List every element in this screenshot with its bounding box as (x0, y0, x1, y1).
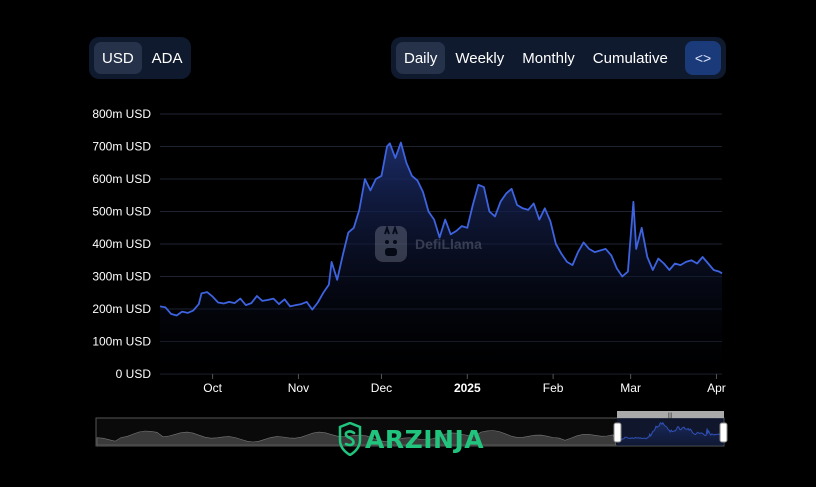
y-tick-label: 800m USD (92, 107, 151, 121)
y-tick-label: 400m USD (92, 237, 151, 251)
preview-area-selected (617, 422, 724, 445)
preview-line-selected (616, 421, 725, 440)
x-tick-label: Nov (288, 381, 309, 395)
y-tick-label: 0 USD (116, 367, 152, 381)
y-tick-label: 100m USD (92, 335, 151, 349)
watermark-text: DefiLlama (415, 236, 482, 252)
y-tick-label: 600m USD (92, 172, 151, 186)
currency-usd-button[interactable]: USD (94, 42, 142, 74)
y-tick-label: 200m USD (92, 302, 151, 316)
series-line (159, 141, 723, 317)
period-daily-button[interactable]: Daily (396, 42, 446, 74)
arzinja-logo: ARZINJA (338, 422, 484, 456)
y-axis: 0 USD 100m USD 200m USD 300m USD 400m USD 500… (92, 107, 151, 381)
period-cumulative-button[interactable]: Cumulative (592, 49, 668, 67)
drag-grip-icon: ||| (668, 413, 673, 419)
period-weekly-button[interactable]: Weekly (455, 49, 505, 67)
x-tick-label: Dec (371, 381, 392, 395)
zoom-slider-drag-bar[interactable] (617, 411, 724, 418)
defillama-watermark: DefiLlama (373, 224, 482, 264)
zoom-slider-preview (96, 421, 725, 446)
zoom-slider-left-handle[interactable] (613, 422, 622, 443)
zoom-slider-selection[interactable] (617, 418, 724, 446)
arzinja-shield-icon (338, 422, 362, 456)
period-monthly-button[interactable]: Monthly (522, 49, 575, 67)
chart-plot (159, 141, 723, 374)
zoom-slider-right-handle[interactable] (719, 422, 728, 443)
arzinja-wordmark: ARZINJA (365, 424, 485, 454)
x-tick-label: 2025 (454, 381, 481, 395)
llama-logo-icon (375, 224, 407, 262)
x-axis: Oct Nov Dec 2025 Feb Mar Apr (203, 374, 726, 395)
x-tick-label: Feb (543, 381, 564, 395)
y-tick-label: 700m USD (92, 140, 151, 154)
y-tick-label: 500m USD (92, 205, 151, 219)
zoom-slider[interactable]: ||| (95, 411, 728, 447)
currency-toggle: USD ADA (89, 37, 191, 79)
currency-ada-button[interactable]: ADA (151, 49, 183, 67)
period-toggle: Daily Weekly Monthly Cumulative <> (391, 37, 726, 79)
x-tick-label: Mar (620, 381, 641, 395)
code-embed-icon: <> (694, 50, 712, 66)
x-tick-label: Oct (203, 381, 222, 395)
preview-area-history (96, 430, 617, 446)
series-area (160, 142, 722, 374)
code-embed-button[interactable]: <> (685, 41, 721, 75)
y-tick-label: 300m USD (92, 270, 151, 284)
x-tick-label: Apr (707, 381, 726, 395)
